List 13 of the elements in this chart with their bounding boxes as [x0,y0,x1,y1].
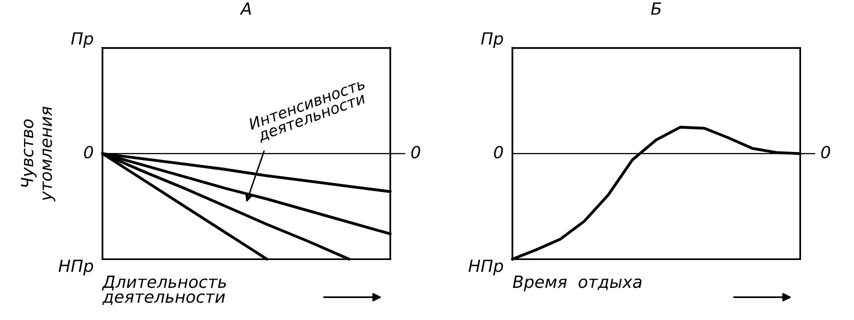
chart-title: А [240,2,251,15]
text: НПр [468,260,503,276]
y-axis-title: Чувство утомления [20,106,56,202]
text: 0 [494,146,503,158]
ref-line-label: 0 [411,146,420,158]
x-axis-title: Длительность деятельности [102,276,226,305]
text: 0 [84,146,94,158]
ref-line-label: 0 [821,146,830,158]
x-axis-title: Время отдыха [512,276,642,292]
text: НПр [58,260,94,276]
text: Пр [71,32,94,48]
chart-title: Б [651,2,662,15]
text: Пр [481,32,503,48]
